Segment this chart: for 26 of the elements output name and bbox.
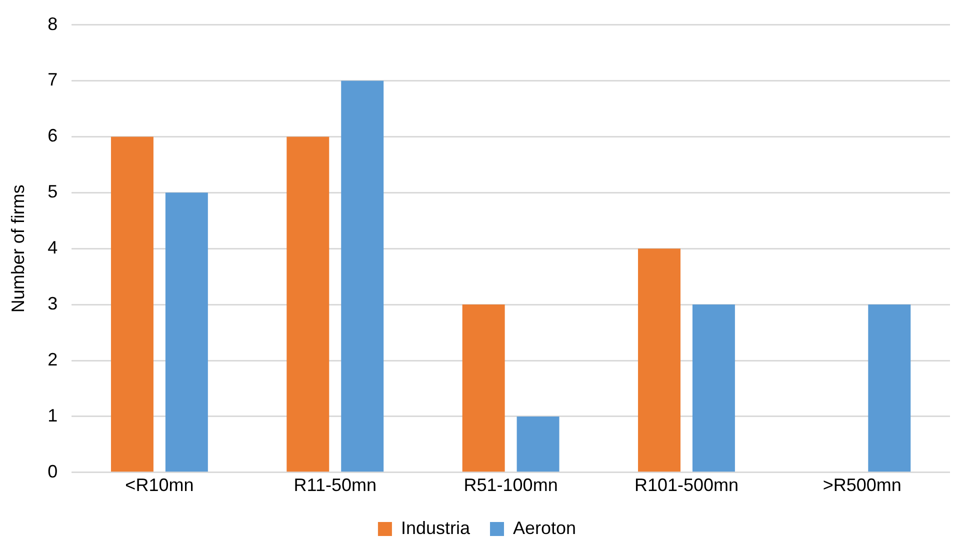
bar [868,304,911,472]
bar [462,304,505,472]
bar [692,304,735,472]
y-tick-label: 4 [48,238,58,258]
y-axis-title: Number of firms [8,184,28,313]
bar [341,80,384,472]
y-tick-label: 7 [48,70,58,90]
y-tick-label: 5 [48,182,58,202]
y-tick-label: 1 [48,405,58,426]
y-tick-label: 0 [48,461,58,482]
bar [638,248,680,472]
y-tick-label: 6 [48,126,58,146]
bar [286,136,330,472]
x-tick-label: >R500mn [822,475,902,496]
x-tick-label: <R10mn [125,475,194,496]
bar [516,416,560,472]
y-tick-label: 8 [48,14,58,34]
bar [110,136,154,472]
y-tick-label: 3 [48,294,58,314]
legend-label: Aeroton [512,518,576,538]
x-tick-label: R11-50mn [294,475,376,496]
legend-label: Industria [400,518,471,538]
y-tick-label: 2 [48,349,58,370]
x-tick-label: R101-500mn [634,475,739,496]
x-tick-label: R51-100mn [464,475,558,496]
bar [165,192,208,472]
